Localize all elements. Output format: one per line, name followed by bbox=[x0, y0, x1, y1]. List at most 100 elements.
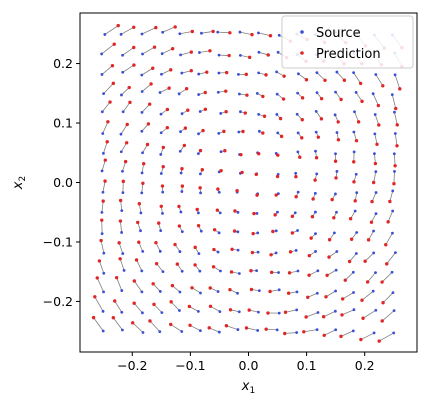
prediction-point bbox=[294, 174, 298, 179]
source-point bbox=[372, 229, 375, 233]
prediction-point bbox=[340, 297, 345, 301]
source-point bbox=[352, 150, 356, 154]
connector-line bbox=[316, 72, 326, 81]
prediction-point bbox=[373, 161, 378, 166]
prediction-point bbox=[319, 117, 324, 121]
connector-line bbox=[141, 103, 150, 113]
source-point bbox=[257, 71, 261, 75]
connector-line bbox=[122, 102, 131, 113]
source-point bbox=[180, 269, 184, 273]
source-point bbox=[334, 192, 337, 196]
source-point bbox=[392, 331, 396, 335]
source-point bbox=[390, 93, 394, 97]
connector-line bbox=[112, 317, 123, 331]
prediction-point bbox=[342, 78, 347, 82]
connector-line bbox=[141, 67, 153, 76]
source-point bbox=[140, 110, 144, 114]
connector-line bbox=[336, 71, 345, 81]
source-point bbox=[393, 110, 396, 114]
prediction-point bbox=[333, 159, 338, 163]
source-point bbox=[374, 308, 378, 312]
connector-line bbox=[394, 133, 398, 146]
x-tick-label: 0.2 bbox=[355, 358, 375, 373]
connector-line bbox=[119, 258, 125, 271]
prediction-point bbox=[224, 70, 229, 75]
source-point bbox=[297, 72, 300, 76]
prediction-point bbox=[261, 94, 265, 99]
legend-prediction-label: Prediction bbox=[316, 47, 381, 62]
prediction-point bbox=[251, 231, 255, 236]
prediction-point bbox=[131, 321, 135, 325]
prediction-point bbox=[348, 217, 353, 221]
source-point bbox=[217, 131, 221, 135]
connector-line bbox=[324, 329, 336, 336]
source-point bbox=[314, 232, 317, 236]
prediction-point bbox=[244, 326, 249, 330]
prediction-point bbox=[264, 327, 268, 331]
source-point bbox=[237, 272, 241, 275]
connector-line bbox=[394, 112, 398, 125]
source-point bbox=[101, 309, 105, 313]
prediction-point bbox=[314, 155, 319, 160]
prediction-point bbox=[169, 68, 173, 72]
connector-line bbox=[393, 153, 396, 166]
source-point bbox=[393, 73, 397, 77]
source-point bbox=[140, 90, 144, 93]
prediction-point bbox=[247, 308, 251, 312]
source-point bbox=[238, 92, 241, 96]
prediction-point bbox=[108, 100, 112, 104]
prediction-point bbox=[232, 229, 237, 233]
prediction-point bbox=[247, 55, 252, 60]
connector-line bbox=[284, 332, 297, 334]
source-point bbox=[296, 190, 300, 194]
prediction-point bbox=[157, 221, 161, 225]
y-tick-label: −0.2 bbox=[43, 294, 73, 309]
prediction-point bbox=[125, 122, 129, 127]
connector-line bbox=[121, 87, 130, 96]
connector-line bbox=[201, 31, 214, 34]
prediction-point bbox=[339, 334, 343, 339]
source-point bbox=[141, 249, 145, 253]
source-point bbox=[296, 269, 300, 273]
prediction-point bbox=[244, 72, 248, 77]
source-point bbox=[391, 189, 395, 193]
prediction-point bbox=[361, 316, 365, 320]
prediction-point bbox=[252, 211, 256, 216]
connector-line bbox=[161, 48, 173, 55]
prediction-point bbox=[228, 308, 233, 312]
connector-line bbox=[120, 220, 123, 233]
connector-line bbox=[361, 290, 374, 301]
source-point bbox=[141, 52, 144, 56]
source-point bbox=[296, 229, 299, 232]
connector-line bbox=[102, 181, 106, 193]
connector-line bbox=[101, 201, 104, 213]
source-point bbox=[257, 112, 261, 116]
prediction-point bbox=[241, 129, 245, 134]
source-point bbox=[139, 229, 142, 233]
source-point bbox=[179, 171, 183, 175]
connector-line bbox=[344, 271, 354, 281]
source-point bbox=[275, 113, 279, 116]
prediction-point bbox=[211, 265, 216, 269]
source-point bbox=[372, 331, 376, 335]
connector-line bbox=[101, 65, 113, 75]
source-point bbox=[296, 131, 300, 135]
prediction-point bbox=[393, 164, 397, 168]
connector-line bbox=[100, 240, 105, 254]
source-point bbox=[256, 310, 260, 314]
prediction-point bbox=[177, 224, 182, 228]
connector-line bbox=[367, 272, 376, 283]
source-point bbox=[198, 51, 201, 54]
prediction-point bbox=[294, 195, 298, 199]
connector-line bbox=[386, 252, 396, 265]
prediction-point bbox=[300, 136, 304, 140]
source-point bbox=[390, 270, 394, 274]
prediction-point bbox=[128, 100, 132, 105]
source-point bbox=[257, 129, 261, 133]
legend-prediction-marker bbox=[300, 51, 304, 55]
prediction-point bbox=[224, 324, 229, 328]
prediction-point bbox=[395, 123, 399, 127]
source-point bbox=[335, 70, 339, 74]
source-point bbox=[333, 113, 337, 117]
